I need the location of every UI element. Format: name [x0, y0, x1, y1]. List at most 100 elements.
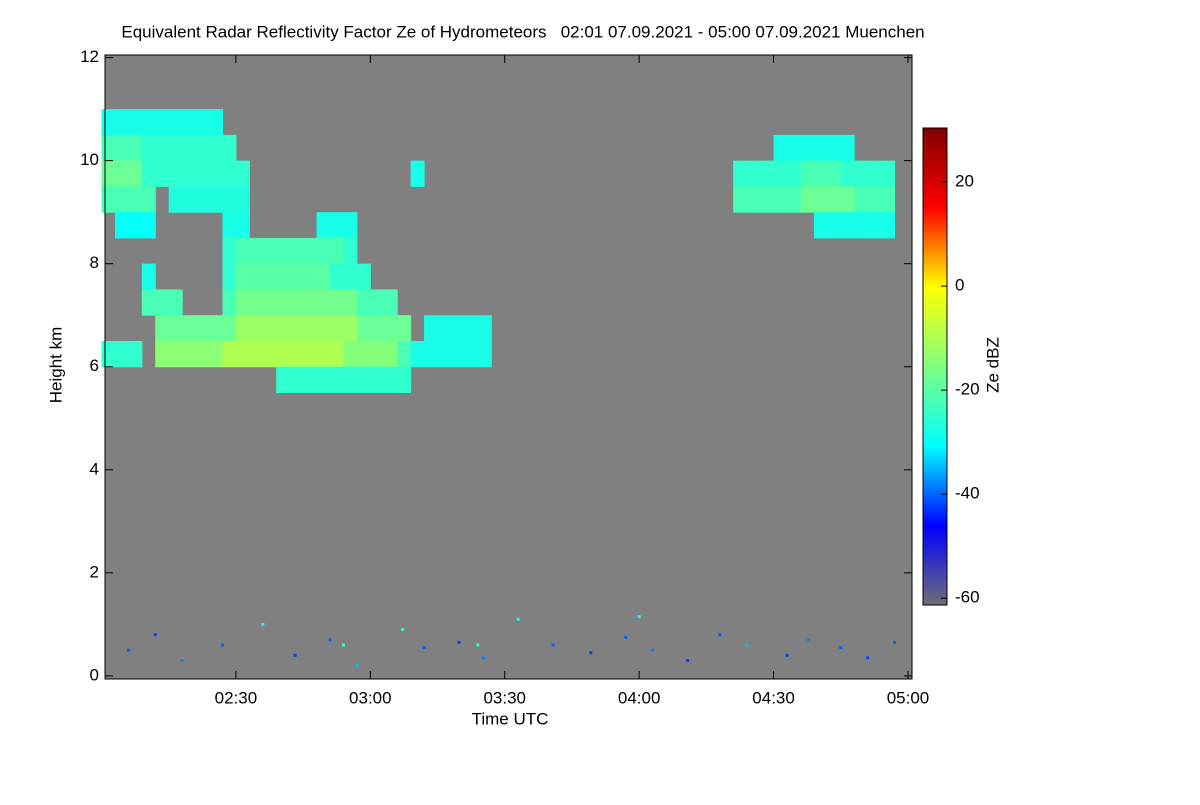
heatmap-cell: [222, 212, 237, 239]
heatmap-cell: [773, 134, 788, 162]
x-tick-label: 04:30: [752, 688, 795, 707]
heatmap-cell: [262, 263, 277, 290]
heatmap-cell: [235, 289, 250, 316]
heatmap-cell: [209, 134, 223, 162]
heatmap-cell: [168, 340, 183, 368]
heatmap-cell: [182, 160, 197, 187]
heatmap-cell: [410, 340, 425, 368]
heatmap-cell: [370, 315, 385, 342]
heatmap-cell: [410, 160, 425, 187]
colorbar-tick-label: -40: [955, 484, 980, 503]
heatmap-cell: [356, 263, 371, 290]
heatmap-cell: [477, 340, 492, 368]
echo-point: [293, 653, 297, 657]
heatmap-cell: [437, 340, 452, 368]
heatmap-cell: [881, 186, 896, 213]
echo-point: [718, 633, 722, 637]
heatmap-cell: [195, 186, 210, 213]
heatmap-cell: [195, 160, 210, 187]
heatmap-cell: [101, 340, 116, 368]
heatmap-cell: [249, 315, 264, 342]
colorbar-tick-label: 20: [955, 172, 974, 191]
heatmap-cell: [316, 315, 331, 342]
heatmap-cell: [854, 160, 869, 187]
heatmap-cell: [813, 186, 828, 213]
echo-point: [153, 633, 157, 637]
heatmap-cell: [316, 237, 331, 265]
heatmap-cell: [235, 340, 250, 368]
heatmap-cell: [155, 134, 170, 162]
heatmap-cell: [155, 289, 170, 316]
heatmap-cell: [450, 340, 465, 368]
heatmap-cell: [128, 160, 143, 187]
heatmap-cell: [827, 212, 842, 239]
heatmap-cell: [276, 340, 291, 368]
heatmap-cell: [330, 212, 344, 239]
heatmap-cell: [370, 366, 385, 394]
heatmap-cell: [330, 289, 344, 316]
heatmap-cell: [840, 212, 855, 239]
heatmap-cell: [195, 340, 210, 368]
heatmap-cell: [128, 186, 143, 213]
echo-point: [866, 656, 870, 660]
heatmap-cell: [276, 263, 291, 290]
heatmap-cell: [303, 237, 318, 265]
x-tick-label: 05:00: [887, 688, 930, 707]
heatmap-cell: [114, 109, 129, 136]
heatmap-cell: [235, 237, 250, 265]
heatmap-cell: [276, 366, 291, 394]
heatmap-cell: [733, 186, 748, 213]
x-axis-label: Time UTC: [472, 709, 549, 728]
heatmap-cell: [316, 212, 331, 239]
heatmap-cell: [195, 134, 210, 162]
y-tick-label: 10: [80, 150, 99, 169]
heatmap-cell: [195, 315, 210, 342]
heatmap-cell: [330, 315, 344, 342]
echo-point: [651, 648, 655, 652]
echo-point: [328, 638, 332, 642]
y-tick-label: 12: [80, 47, 99, 66]
x-tick-label: 02:30: [215, 688, 258, 707]
heatmap-cell: [276, 237, 291, 265]
heatmap-cell: [262, 289, 277, 316]
heatmap-cell: [813, 212, 828, 239]
heatmap-cell: [424, 340, 439, 368]
echo-point: [785, 653, 789, 657]
heatmap-cell: [168, 186, 183, 213]
echo-point: [807, 638, 811, 642]
heatmap-cell: [356, 315, 371, 342]
heatmap-cell: [370, 340, 385, 368]
heatmap-cell: [330, 237, 344, 265]
heatmap-cell: [397, 315, 412, 342]
echo-point: [839, 646, 843, 650]
heatmap-cell: [209, 186, 223, 213]
heatmap-cell: [356, 366, 371, 394]
echo-point: [551, 643, 555, 647]
echo-point: [624, 635, 628, 639]
heatmap-cell: [182, 315, 197, 342]
heatmap-cell: [276, 289, 291, 316]
echo-point: [355, 664, 359, 668]
echo-point: [637, 615, 641, 619]
heatmap-cell: [222, 134, 237, 162]
heatmap-cell: [733, 160, 748, 187]
heatmap-cell: [168, 109, 183, 136]
heatmap-cell: [289, 289, 304, 316]
heatmap-cell: [114, 340, 129, 368]
heatmap-cell: [235, 315, 250, 342]
heatmap-cell: [397, 366, 412, 394]
heatmap-cell: [477, 315, 492, 342]
heatmap-cell: [813, 134, 828, 162]
heatmap-cell: [155, 315, 170, 342]
heatmap-cell: [316, 263, 331, 290]
heatmap-cell: [303, 366, 318, 394]
echo-point: [261, 622, 265, 626]
heatmap-cell: [746, 160, 761, 187]
heatmap-cell: [840, 186, 855, 213]
heatmap-cell: [437, 315, 452, 342]
heatmap-cell: [128, 212, 143, 239]
y-tick-label: 6: [90, 356, 99, 375]
heatmap-cell: [800, 160, 815, 187]
heatmap-cell: [464, 340, 479, 368]
x-tick-label: 04:00: [618, 688, 661, 707]
